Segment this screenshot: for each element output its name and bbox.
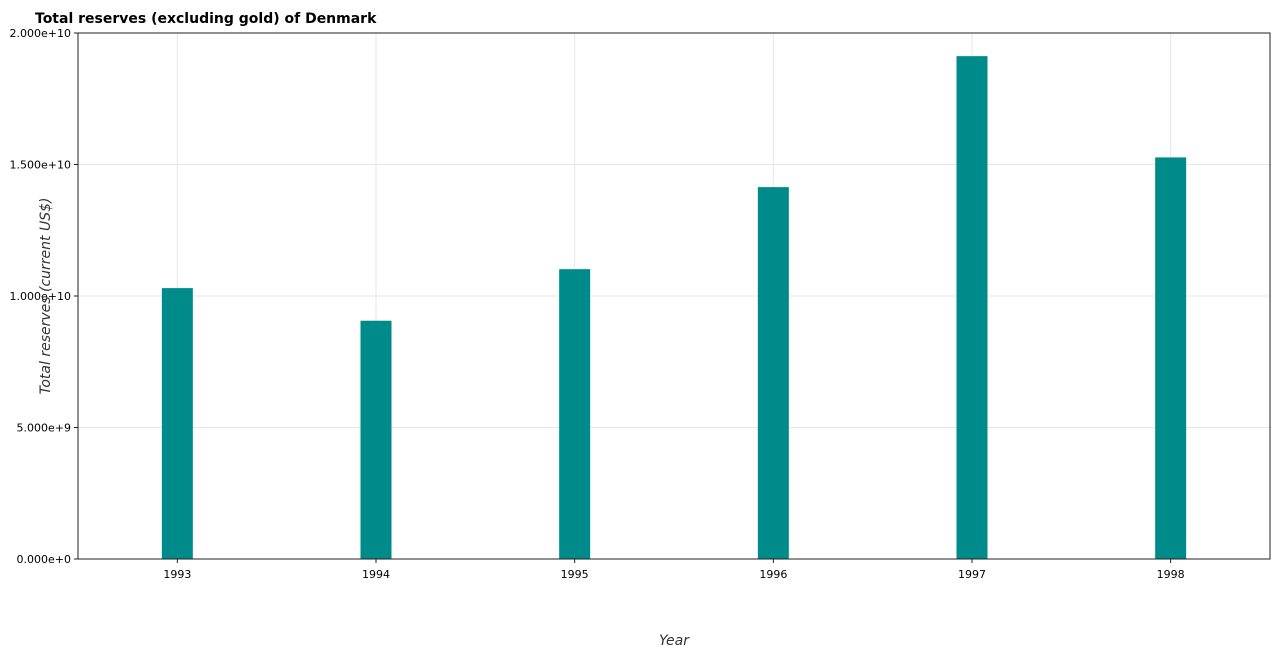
y-tick-label: 5.000e+9 — [17, 422, 71, 435]
x-tick-label: 1994 — [362, 568, 390, 581]
bar-1996 — [757, 187, 789, 560]
bar-1997 — [956, 56, 988, 559]
bar-1993 — [161, 288, 193, 559]
x-tick-label: 1996 — [759, 568, 787, 581]
x-axis: 1993 1994 1995 1996 1997 1998 — [163, 559, 1185, 581]
bar-1994 — [360, 320, 392, 559]
x-tick-label: 1995 — [561, 568, 589, 581]
bar-1998 — [1155, 157, 1187, 560]
y-axis-label: Total reserves (current US$) — [38, 198, 54, 395]
x-tick-label: 1997 — [958, 568, 986, 581]
gridlines — [78, 32, 1270, 560]
y-tick-label: 0.000e+0 — [17, 553, 71, 566]
chart-title: Total reserves (excluding gold) of Denma… — [35, 11, 377, 27]
x-axis-label: Year — [659, 633, 690, 649]
y-axis: 0.000e+0 5.000e+9 1.000e+10 1.500e+10 2.000e… — [10, 27, 78, 566]
x-tick-label: 1998 — [1157, 568, 1185, 581]
bars — [161, 56, 1187, 560]
bar-1995 — [559, 269, 591, 559]
y-tick-label: 1.000e+10 — [10, 290, 71, 303]
y-tick-label: 1.500e+10 — [10, 159, 71, 172]
y-tick-label: 2.000e+10 — [10, 27, 71, 40]
x-tick-label: 1993 — [163, 568, 191, 581]
